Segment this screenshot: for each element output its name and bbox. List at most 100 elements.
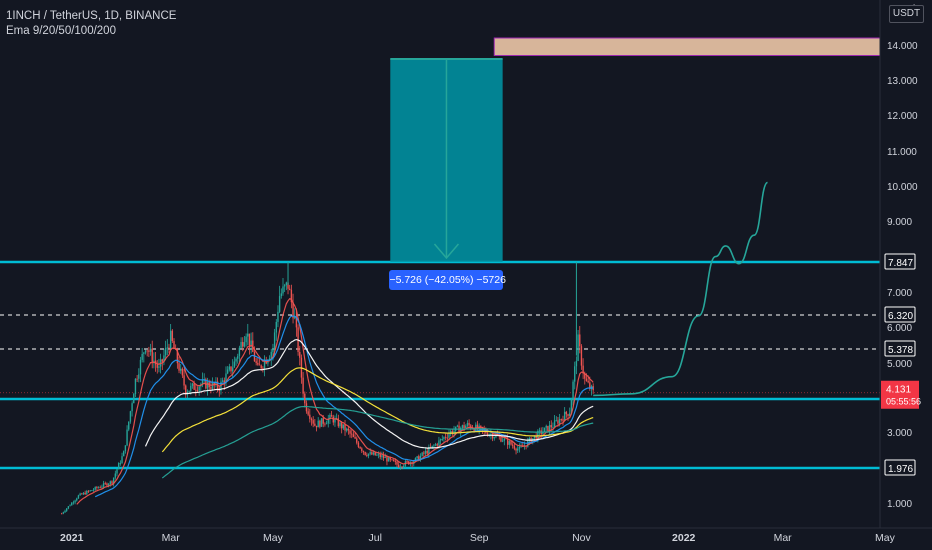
candle-body	[584, 373, 586, 379]
candle-body	[278, 296, 281, 312]
candle-body	[401, 466, 403, 468]
candle-body	[515, 448, 517, 451]
candle-body	[394, 461, 397, 462]
candle-body	[416, 456, 418, 459]
candle-body	[67, 506, 70, 509]
candle-body	[418, 456, 420, 460]
candle-body	[439, 439, 442, 441]
candle-body	[198, 386, 200, 391]
candle-body	[547, 425, 549, 432]
candle-body	[282, 286, 284, 294]
candle-body	[86, 490, 88, 495]
candle-body	[99, 487, 101, 489]
candle-body	[290, 289, 293, 303]
drawings-layer	[390, 37, 881, 262]
price-tick-label: 10.000	[887, 182, 918, 193]
candle-body	[231, 367, 234, 372]
candle-body	[267, 360, 269, 364]
candle-body	[438, 440, 440, 446]
candle-body	[201, 379, 204, 385]
candle-body	[553, 420, 556, 427]
candle-body	[495, 435, 497, 438]
candle-body	[510, 441, 512, 445]
ema-line	[144, 338, 594, 449]
candle-body	[295, 316, 298, 328]
symbol-title[interactable]: 1INCH / TetherUS, 1D, BINANCE	[6, 10, 177, 22]
candle-body	[255, 361, 257, 363]
candle-body	[572, 381, 574, 400]
candle-body	[94, 487, 96, 490]
candle-body	[560, 419, 563, 420]
candle-body	[248, 333, 251, 347]
time-axis-label: Sep	[470, 532, 489, 544]
candle-body	[414, 458, 417, 462]
candle-body	[215, 381, 217, 386]
candle-body	[506, 438, 509, 445]
candle-body	[468, 422, 470, 426]
candle-body	[126, 429, 128, 446]
price-level-badge-bg	[884, 253, 916, 270]
time-axis-label: May	[875, 532, 896, 544]
candle-body	[320, 418, 323, 427]
candle-body	[451, 431, 454, 434]
candle-body	[374, 452, 376, 456]
candle-body	[183, 375, 185, 386]
candle-body	[230, 366, 232, 372]
candle-body	[392, 459, 395, 462]
price-axis: 14.00013.00012.00011.00010.0009.0008.000…	[879, 0, 921, 528]
candle-body	[258, 364, 261, 366]
candle-body	[210, 387, 212, 389]
candle-body	[351, 433, 353, 435]
price-tick-label: 12.000	[887, 111, 918, 122]
candle-body	[461, 425, 464, 429]
candle-body	[312, 420, 314, 424]
candle-body	[138, 374, 140, 379]
measure-tool-label[interactable]: −5.726 (−42.05%) −5726	[389, 270, 506, 290]
candle-body	[579, 334, 581, 347]
candle-body	[386, 457, 388, 462]
candle-body	[589, 382, 591, 389]
candle-body	[292, 302, 294, 319]
candle-body	[104, 483, 106, 485]
candle-body	[558, 419, 561, 424]
price-level-badge-bg	[884, 340, 916, 357]
candle-body	[340, 422, 343, 429]
candle-body	[228, 366, 231, 370]
candle-body	[522, 446, 524, 448]
candle-body	[352, 434, 355, 438]
candle-body	[283, 285, 286, 287]
candle-body	[384, 457, 386, 459]
candle-body	[421, 452, 423, 456]
ema-line	[76, 297, 594, 505]
level-lines-layer	[0, 260, 880, 470]
candle-body	[294, 316, 296, 319]
candle-body	[513, 445, 516, 449]
candle-body	[346, 428, 348, 431]
time-axis-label: 2022	[672, 532, 696, 544]
candle-body	[74, 500, 76, 503]
candle-body	[389, 457, 391, 460]
target-zone-rect	[493, 37, 881, 56]
candle-body	[92, 489, 95, 491]
candle-body	[347, 428, 350, 431]
candle-body	[109, 481, 111, 485]
candle-body	[213, 382, 215, 386]
candle-body	[275, 321, 277, 333]
candle-body	[164, 347, 167, 356]
indicator-legend[interactable]: Ema 9/20/50/100/200	[6, 25, 116, 37]
candle-body	[511, 444, 514, 446]
candle-body	[324, 423, 326, 425]
candle-body	[62, 512, 65, 514]
candle-body	[542, 431, 544, 435]
candle-body	[567, 414, 569, 416]
candle-body	[272, 348, 274, 352]
candle-body	[446, 437, 449, 439]
candle-body	[362, 450, 365, 452]
candle-body	[263, 360, 266, 369]
ema-line	[161, 405, 594, 479]
currency-unit-button[interactable]: USDT	[889, 5, 924, 23]
candle-body	[563, 411, 566, 421]
candle-body	[242, 341, 244, 347]
candle-body	[273, 332, 276, 349]
